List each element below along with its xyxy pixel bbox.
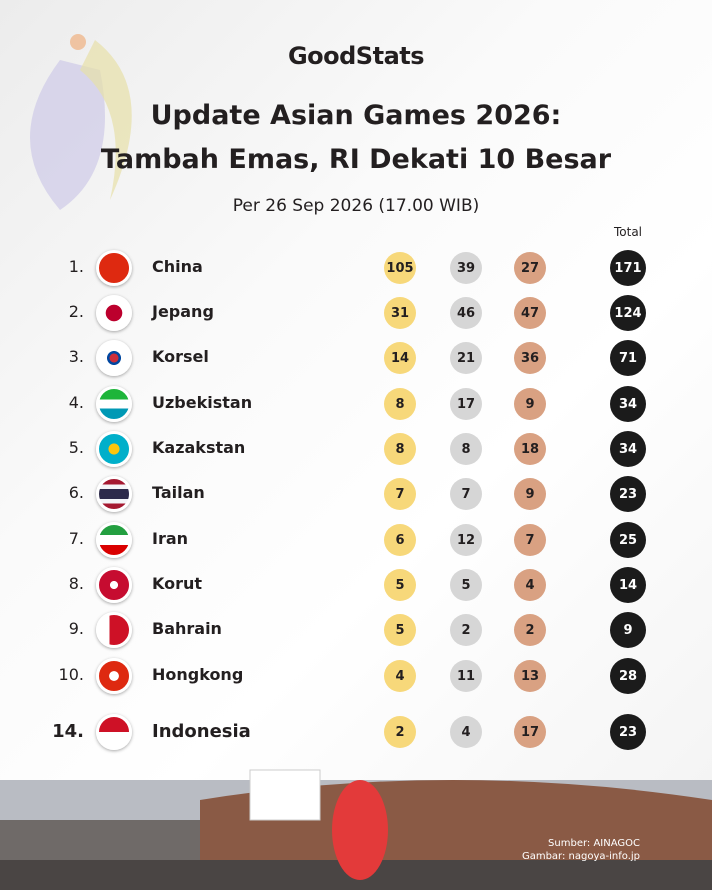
gold-count: 6 bbox=[384, 524, 416, 556]
image-credit: Gambar: nagoya-info.jp bbox=[521, 851, 640, 862]
gold-count: 2 bbox=[384, 716, 416, 748]
gold-count: 31 bbox=[384, 297, 416, 329]
silver-count: 21 bbox=[450, 342, 482, 374]
country: Bahrain bbox=[152, 619, 222, 638]
flag bbox=[96, 714, 132, 750]
gold-count: 5 bbox=[384, 614, 416, 646]
flag bbox=[96, 431, 132, 467]
silver-count: 7 bbox=[450, 478, 482, 510]
bronze-count: 2 bbox=[514, 614, 546, 646]
country: Korut bbox=[152, 574, 203, 593]
silver-count: 8 bbox=[450, 433, 482, 465]
rank: 4. bbox=[68, 393, 84, 412]
bronze-count: 4 bbox=[514, 569, 546, 601]
bronze-count: 13 bbox=[514, 660, 546, 692]
source: Sumber: AINAGOC bbox=[548, 838, 640, 849]
silver-count: 17 bbox=[450, 388, 482, 420]
silver-count: 5 bbox=[450, 569, 482, 601]
title: Update Asian Games 2026: bbox=[150, 100, 562, 131]
silver-count: 12 bbox=[450, 524, 482, 556]
rank: 8. bbox=[68, 574, 84, 593]
total-count: 124 bbox=[610, 295, 646, 331]
gold-count: 105 bbox=[384, 252, 416, 284]
gold-count: 14 bbox=[384, 342, 416, 374]
flag bbox=[96, 612, 132, 648]
rank: 6. bbox=[68, 483, 84, 502]
gold-count: 8 bbox=[384, 433, 416, 465]
logo: GoodStats bbox=[287, 42, 425, 70]
bronze-count: 47 bbox=[514, 297, 546, 329]
flag bbox=[96, 250, 132, 286]
gold-count: 4 bbox=[384, 660, 416, 692]
total-count: 23 bbox=[610, 714, 646, 750]
country: Kazakstan bbox=[152, 438, 246, 457]
total-count: 9 bbox=[610, 612, 646, 648]
country: Uzbekistan bbox=[152, 393, 253, 412]
bronze-count: 27 bbox=[514, 252, 546, 284]
country: Iran bbox=[152, 529, 189, 548]
total-count: 25 bbox=[610, 522, 646, 558]
silver-count: 4 bbox=[450, 716, 482, 748]
subtitle: Per 26 Sep 2026 (17.00 WIB) bbox=[232, 196, 480, 216]
country: Tailan bbox=[152, 483, 205, 502]
total-count: 34 bbox=[610, 386, 646, 422]
bronze-count: 9 bbox=[514, 478, 546, 510]
rank: 14. bbox=[52, 721, 84, 742]
flag bbox=[96, 340, 132, 376]
rank: 2. bbox=[68, 302, 84, 321]
rank: 9. bbox=[68, 619, 84, 638]
total-count: 171 bbox=[610, 250, 646, 286]
gold-count: 8 bbox=[384, 388, 416, 420]
bronze-count: 17 bbox=[514, 716, 546, 748]
flag bbox=[96, 567, 132, 603]
flag bbox=[96, 295, 132, 331]
silver-count: 39 bbox=[450, 252, 482, 284]
title: Tambah Emas, RI Dekati 10 Besar bbox=[100, 144, 612, 175]
gold-count: 5 bbox=[384, 569, 416, 601]
rank: 10. bbox=[58, 665, 84, 684]
total-count: 71 bbox=[610, 340, 646, 376]
rank: 7. bbox=[68, 529, 84, 548]
bronze-count: 9 bbox=[514, 388, 546, 420]
bronze-count: 18 bbox=[514, 433, 546, 465]
rank: 3. bbox=[68, 347, 84, 366]
total-header: Total bbox=[613, 225, 643, 239]
bronze-count: 7 bbox=[514, 524, 546, 556]
flag bbox=[96, 522, 132, 558]
country: Hongkong bbox=[152, 665, 244, 684]
flag bbox=[96, 476, 132, 512]
silver-count: 2 bbox=[450, 614, 482, 646]
flag bbox=[96, 658, 132, 694]
flag bbox=[96, 386, 132, 422]
rank: 1. bbox=[68, 257, 84, 276]
silver-count: 11 bbox=[450, 660, 482, 692]
gold-count: 7 bbox=[384, 478, 416, 510]
total-count: 28 bbox=[610, 658, 646, 694]
country: Jepang bbox=[152, 302, 214, 321]
country: Indonesia bbox=[152, 721, 251, 742]
country: China bbox=[152, 257, 203, 276]
silver-count: 46 bbox=[450, 297, 482, 329]
total-count: 23 bbox=[610, 476, 646, 512]
total-count: 14 bbox=[610, 567, 646, 603]
total-count: 34 bbox=[610, 431, 646, 467]
bronze-count: 36 bbox=[514, 342, 546, 374]
rank: 5. bbox=[68, 438, 84, 457]
country: Korsel bbox=[152, 347, 209, 366]
